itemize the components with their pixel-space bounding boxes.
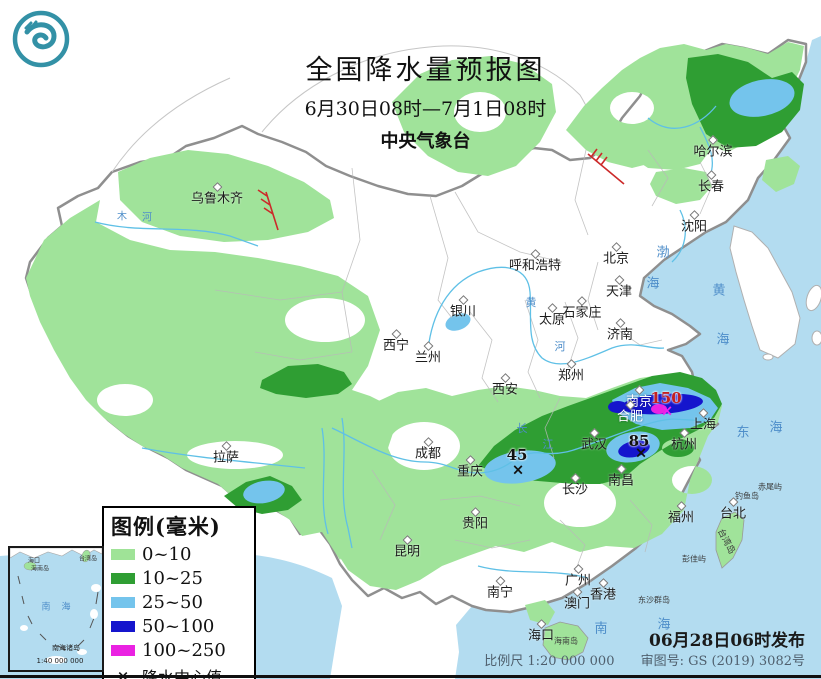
inset-label: 海	[61, 602, 71, 613]
inset-label: 南	[41, 602, 51, 613]
legend-title: 图例(毫米)	[111, 514, 221, 539]
scale-text: 比例尺 1:20 000 000	[484, 654, 615, 669]
legend-item-label: 10~25	[142, 568, 203, 589]
legend-item-label: 100~250	[142, 640, 226, 661]
inset-label: 台湾岛	[78, 555, 98, 563]
legend-center-label: 降水中心值	[142, 668, 223, 679]
legend-item: 100~250	[111, 640, 247, 661]
inset-label: 海南岛	[30, 565, 50, 573]
legend-item: 0~10	[111, 544, 247, 565]
cma-logo	[12, 10, 70, 68]
wind-barb-icon	[257, 148, 625, 231]
legend-item-label: 25~50	[142, 592, 203, 613]
rivers	[94, 105, 717, 579]
forecast-period: 6月30日08时—7月1日08时	[304, 98, 547, 120]
inset-map	[10, 548, 102, 664]
title-block: 全国降水量预报图 6月30日08时—7月1日08时 中央气象台	[30, 48, 821, 153]
legend-box: 图例(毫米) 0~10 10~25 25~50 50~100 100~250 × 降水中…	[102, 506, 256, 679]
legend-item-label: 0~10	[142, 544, 192, 565]
page-title: 全国降水量预报图	[305, 55, 546, 86]
legend-swatch	[111, 549, 135, 560]
map-scale-line: 比例尺 1:20 000 000 审图号: GS (2019) 3082号	[484, 650, 805, 669]
inset-label: 海口	[27, 557, 41, 565]
legend-swatch	[111, 597, 135, 608]
precip-50-100	[608, 393, 703, 458]
bottom-border-line	[0, 675, 821, 678]
inset-label: 南海诸岛	[52, 644, 80, 652]
legend-swatch	[111, 645, 135, 656]
south-china-sea-inset: 海口 海南岛 台湾岛南海南海诸岛 1:40 000 000	[8, 546, 104, 672]
legend-item: 25~50	[111, 592, 247, 613]
legend-swatch	[111, 621, 135, 632]
legend-item: 50~100	[111, 616, 247, 637]
legend-items: 0~10 10~25 25~50 50~100 100~250	[111, 544, 247, 661]
islands	[542, 511, 745, 661]
legend-item: 10~25	[111, 568, 247, 589]
legend-swatch	[111, 573, 135, 584]
legend-item-label: 50~100	[142, 616, 215, 637]
inset-label: 1:40 000 000	[36, 657, 84, 665]
precip-100-250	[651, 404, 667, 414]
approval-number: 审图号: GS (2019) 3082号	[640, 654, 805, 669]
publish-time: 06月28日06时发布	[649, 631, 805, 651]
agency-name: 中央气象台	[380, 131, 471, 152]
